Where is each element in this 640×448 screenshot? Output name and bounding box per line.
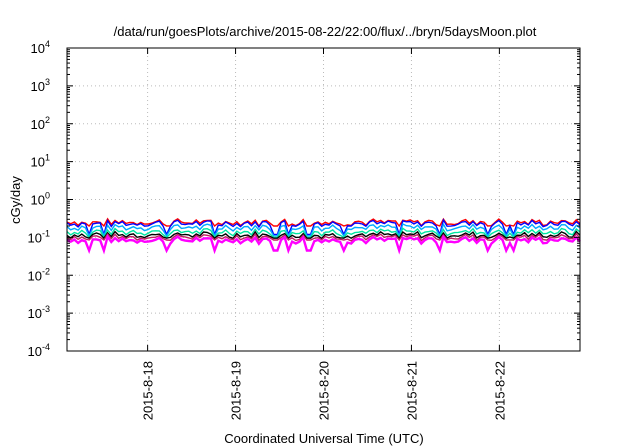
x-axis: 2015-8-18 2015-8-19 2015-8-20 2015-8-21 2015… [141,48,507,420]
y-tick-label: 104 [31,39,50,56]
x-tick-label: 2015-8-21 [404,361,419,420]
series-line [66,232,581,242]
series-line [66,222,581,238]
chart-title: /data/run/goesPlots/archive/2015-08-22/2… [114,24,537,39]
series-line [66,218,581,237]
x-tick-label: 2015-8-22 [492,361,507,420]
x-tick-label: 2015-8-19 [229,361,244,420]
grid [67,47,580,352]
series-line [66,227,581,239]
y-axis: 10-4 10-3 10-2 10-1 100 101 102 103 104 [28,39,580,359]
y-tick-label: 101 [31,153,50,170]
y-tick-label: 10-3 [28,304,50,321]
x-tick-label: 2015-8-20 [317,361,332,420]
y-tick-label: 103 [31,77,50,94]
y-tick-label: 102 [31,115,50,132]
x-axis-label: Coordinated Universal Time (UTC) [224,431,423,446]
y-tick-label: 100 [31,191,50,208]
series-line [66,230,581,240]
series-line [66,233,581,255]
y-tick-label: 10-1 [28,228,50,245]
y-tick-label: 10-2 [28,266,50,283]
series-layer [66,217,581,255]
y-tick-label: 10-4 [28,342,50,359]
x-tick-label: 2015-8-18 [141,361,156,420]
y-axis-label: cGy/day [8,176,23,224]
